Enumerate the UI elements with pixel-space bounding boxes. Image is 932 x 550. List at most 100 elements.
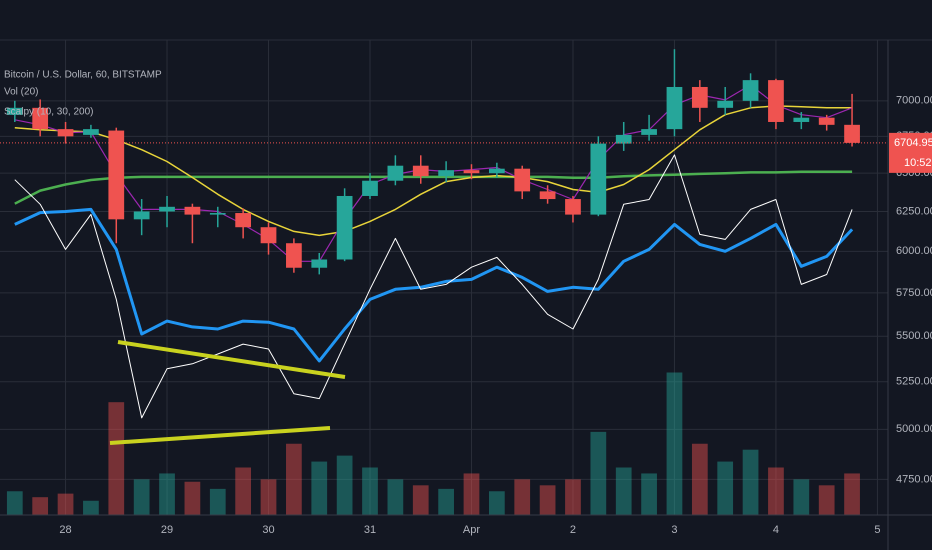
candle-body (717, 100, 734, 108)
x-tick-label: 31 (364, 524, 376, 536)
candle-body (514, 168, 531, 192)
volume-layer (6, 372, 860, 515)
y-tick-label: 5000.00 (896, 423, 932, 435)
x-tick-label: 30 (262, 524, 274, 536)
candle-body (32, 107, 49, 130)
volume-bar (818, 485, 835, 515)
volume-bar (311, 461, 328, 515)
y-tick-label: 5750.00 (896, 287, 932, 299)
candle-body (666, 86, 683, 130)
volume-bar (32, 497, 49, 515)
legend-item: Scalpy (10, 30, 200) (4, 107, 94, 118)
candle-body (844, 124, 860, 143)
volume-bar (387, 479, 404, 515)
x-tick-label: 29 (161, 524, 173, 536)
candle-body (286, 243, 302, 268)
grid (0, 40, 888, 515)
volume-bar (412, 485, 429, 515)
candle-body (159, 206, 175, 212)
candle-body (260, 227, 277, 244)
last-price-label: 6704.95 (894, 137, 932, 149)
candle-body (311, 259, 328, 268)
volume-bar (438, 488, 454, 515)
indicator-line (14, 207, 854, 363)
volume-bar (463, 473, 480, 515)
y-tick-label: 6000.00 (896, 245, 932, 257)
x-tick-label: 4 (773, 524, 779, 536)
indicator-line (14, 105, 853, 237)
volume-bar (768, 467, 784, 515)
volume-bar (133, 479, 150, 515)
candle-body (565, 199, 581, 215)
candle-body (336, 195, 353, 260)
candle-body (438, 170, 454, 177)
candle-body (412, 165, 429, 177)
candle-body (590, 143, 607, 215)
candle-body (83, 129, 99, 135)
indicator-line (14, 154, 853, 419)
volume-bar (6, 491, 23, 515)
volume-bar (57, 493, 74, 515)
axes (0, 39, 932, 550)
volume-bar (159, 473, 175, 515)
candle-body (57, 129, 74, 137)
candle-body (818, 117, 835, 125)
y-tick-label: 6250.00 (896, 205, 932, 217)
candle-body (362, 180, 378, 196)
candle-body (793, 117, 810, 122)
indicator-line (14, 170, 853, 205)
candle-body (539, 191, 556, 200)
volume-bar (641, 473, 657, 515)
volume-bar (235, 467, 252, 515)
candle-body (463, 170, 480, 174)
volume-bar (362, 467, 378, 515)
candle-body (641, 129, 657, 135)
volume-bar (793, 479, 810, 515)
volume-bar (539, 485, 556, 515)
volume-bar (615, 467, 632, 515)
volume-bar (260, 479, 277, 515)
x-tick-label: 2 (570, 524, 576, 536)
volume-bar (666, 372, 683, 515)
candle-body (742, 80, 759, 101)
x-tick-label: 28 (59, 524, 71, 536)
volume-bar (184, 481, 201, 515)
trend-line (109, 426, 331, 445)
candle-body (184, 206, 201, 215)
volume-bar (514, 479, 531, 515)
candle-layer (6, 49, 860, 275)
indicator-line (14, 84, 853, 262)
y-tick-label: 7000.00 (896, 95, 932, 107)
x-tick-label: 3 (671, 524, 677, 536)
volume-bar (488, 491, 505, 515)
volume-bar (209, 488, 226, 515)
candle-body (691, 86, 708, 108)
candle-body (488, 168, 505, 174)
candle-body (6, 107, 23, 115)
y-tick-label: 4750.00 (896, 473, 932, 485)
candle-body (768, 80, 784, 122)
countdown-label: 10:52 (904, 157, 932, 169)
last-price-box (889, 132, 932, 173)
y-tick-label: 5250.00 (896, 376, 932, 388)
trend-line (117, 340, 346, 379)
candle-body (133, 211, 150, 220)
volume-bar (108, 402, 125, 515)
candle-body (615, 134, 632, 144)
x-tick-label: 5 (874, 524, 880, 536)
chart-title: Bitcoin / U.S. Dollar, 60, BITSTAMP (4, 70, 162, 81)
candle-body (108, 130, 125, 220)
x-tick-label: Apr (463, 524, 480, 536)
legend-item: Vol (20) (4, 87, 38, 98)
volume-bar (717, 461, 734, 515)
volume-bar (336, 455, 353, 515)
volume-bar (590, 431, 607, 515)
volume-bar (742, 449, 759, 515)
volume-bar (565, 479, 581, 515)
volume-bar (286, 443, 302, 515)
candle-body (235, 213, 252, 228)
indicator-layer (14, 84, 854, 419)
y-tick-label: 5500.00 (896, 330, 932, 342)
